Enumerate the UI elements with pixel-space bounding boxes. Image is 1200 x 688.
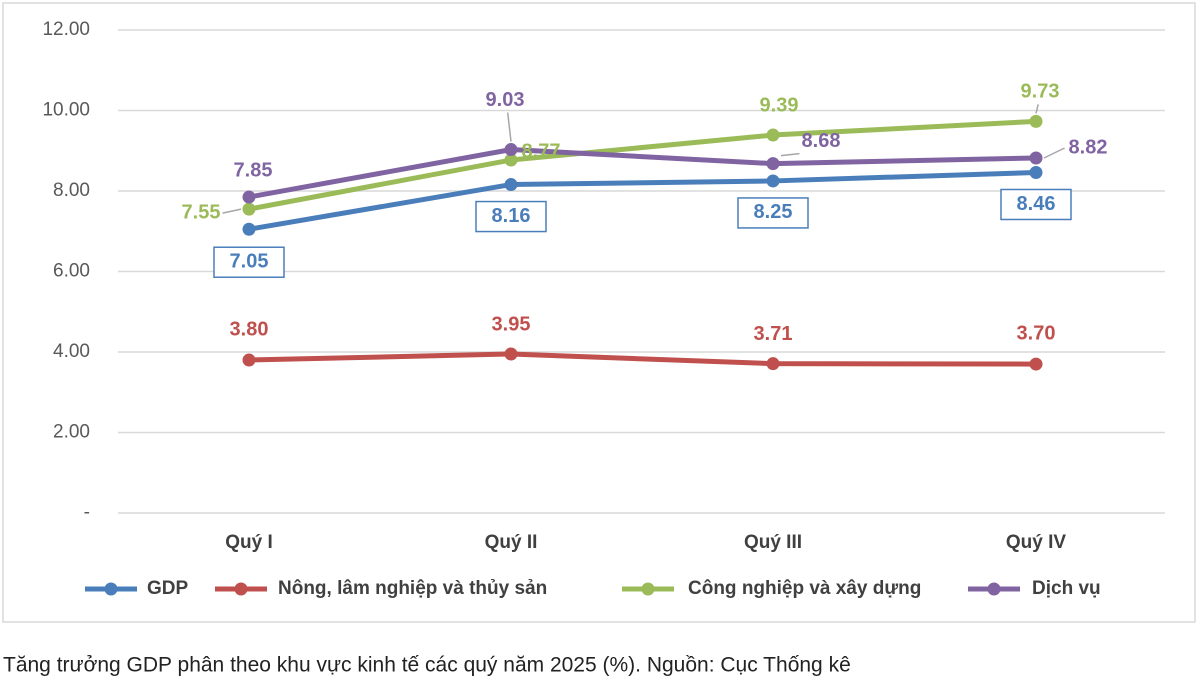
label-leader	[780, 152, 800, 157]
label-leader	[222, 208, 242, 214]
data-label: 3.95	[492, 313, 531, 335]
point-marker	[1029, 357, 1043, 371]
x-tick-label: Quý II	[485, 532, 538, 553]
data-label: 7.85	[234, 159, 273, 181]
data-label: 9.39	[760, 94, 799, 116]
legend-label: Dịch vụ	[1032, 578, 1101, 599]
point-marker	[766, 157, 780, 171]
series-line	[248, 147, 1037, 200]
y-tick-label: 6.00	[53, 261, 90, 282]
point-marker	[1029, 165, 1043, 179]
data-label: 3.80	[230, 318, 269, 340]
data-label: 8.68	[802, 130, 841, 152]
chart-frame	[2, 2, 1196, 623]
label-leader	[506, 112, 512, 142]
legend-label: GDP	[147, 578, 189, 599]
label-box	[213, 246, 285, 278]
legend-marker	[104, 582, 118, 596]
point-marker	[242, 353, 256, 367]
point-marker	[242, 190, 256, 204]
data-label: 8.25	[754, 201, 793, 223]
label-box	[475, 200, 547, 233]
y-tick-label: 4.00	[53, 341, 90, 362]
data-label: 8.82	[1069, 136, 1108, 158]
label-leader	[1043, 147, 1065, 159]
caption: Tăng trưởng GDP phân theo khu vực kinh t…	[3, 654, 851, 677]
data-label: 9.73	[1021, 81, 1060, 103]
legend-marker	[641, 582, 655, 596]
series-line	[248, 169, 1037, 232]
data-label: 8.16	[492, 205, 531, 227]
legend-label: Công nghiệp và xây dựng	[688, 578, 921, 599]
point-marker	[504, 153, 518, 167]
data-label: 8.46	[1017, 193, 1056, 215]
point-marker	[504, 143, 518, 157]
label-leader	[1035, 104, 1039, 114]
data-label: 7.55	[182, 201, 221, 223]
y-tick-label: 2.00	[53, 422, 90, 443]
point-marker	[766, 174, 780, 188]
y-tick-label: -	[84, 502, 90, 523]
legend-label: Nông, lâm nghiệp và thủy sản	[278, 578, 547, 599]
point-marker	[766, 357, 780, 371]
point-marker	[766, 128, 780, 142]
point-marker	[504, 347, 518, 361]
series-line	[248, 351, 1037, 367]
legend-marker	[234, 582, 248, 596]
y-tick-label: 10.00	[42, 100, 90, 121]
point-marker	[504, 178, 518, 192]
point-marker	[1029, 151, 1043, 165]
data-label: 3.70	[1017, 322, 1056, 344]
y-tick-label: 8.00	[53, 180, 90, 201]
x-tick-label: Quý III	[744, 532, 802, 553]
point-marker	[242, 222, 256, 236]
point-marker	[242, 202, 256, 216]
data-label: 7.05	[230, 251, 269, 273]
y-tick-label: 12.00	[42, 19, 90, 40]
series-line	[248, 118, 1037, 212]
point-marker	[1029, 114, 1043, 128]
label-box	[1000, 188, 1072, 221]
legend-marker	[987, 582, 1001, 596]
data-label: 3.71	[754, 323, 793, 345]
data-label: 9.03	[486, 89, 525, 111]
data-label: 8.77	[522, 140, 561, 162]
x-tick-label: Quý I	[225, 532, 273, 553]
label-box	[737, 197, 809, 229]
x-tick-label: Quý IV	[1006, 532, 1067, 553]
